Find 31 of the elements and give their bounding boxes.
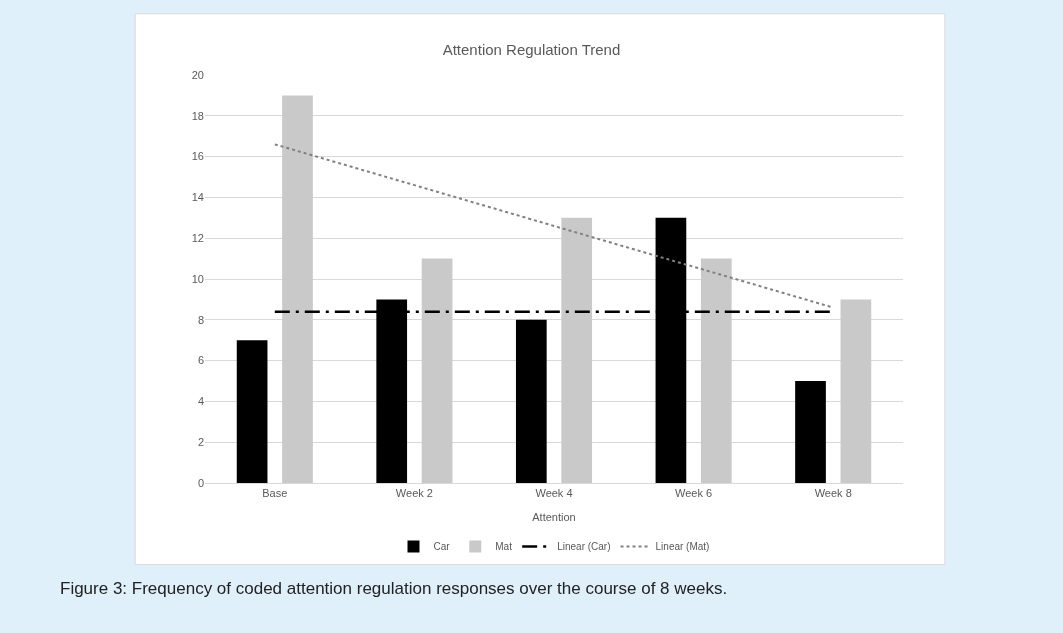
y-tick-label: 8 <box>197 313 204 326</box>
bar <box>840 299 872 483</box>
legend-label: Linear (Mat) <box>655 541 710 553</box>
bar <box>282 95 313 483</box>
x-tick-label: Week 6 <box>675 487 713 500</box>
bar <box>561 217 593 483</box>
bar <box>700 258 732 483</box>
y-tick-label: 20 <box>191 68 204 81</box>
legend-label: Mat <box>495 541 513 553</box>
bar <box>515 319 547 483</box>
x-tick-label: Week 8 <box>814 487 852 500</box>
legend-label: Linear (Car) <box>557 541 611 553</box>
y-tick-label: 16 <box>191 150 204 163</box>
bar <box>236 340 268 483</box>
y-tick-label: 10 <box>191 272 204 285</box>
y-tick-label: 14 <box>191 191 204 204</box>
caption: Figure 3: Frequency of coded attention regulation responses over the course of 8 weeks. <box>60 579 728 598</box>
bar <box>795 381 826 483</box>
bar <box>421 258 453 483</box>
chart-title: Attention Regulation Trend <box>442 40 621 58</box>
legend-label: Car <box>433 541 451 553</box>
x-tick-label: Base <box>262 487 288 500</box>
x-axis-title: Attention <box>532 511 576 524</box>
y-tick-label: 6 <box>197 354 204 367</box>
x-tick-label: Week 2 <box>395 487 433 500</box>
y-tick-label: 2 <box>197 436 204 449</box>
y-tick-label: 0 <box>197 476 204 489</box>
y-tick-label: 18 <box>191 109 204 122</box>
x-tick-label: Week 4 <box>535 487 573 500</box>
y-tick-label: 12 <box>191 232 204 245</box>
y-tick-label: 4 <box>197 395 204 408</box>
